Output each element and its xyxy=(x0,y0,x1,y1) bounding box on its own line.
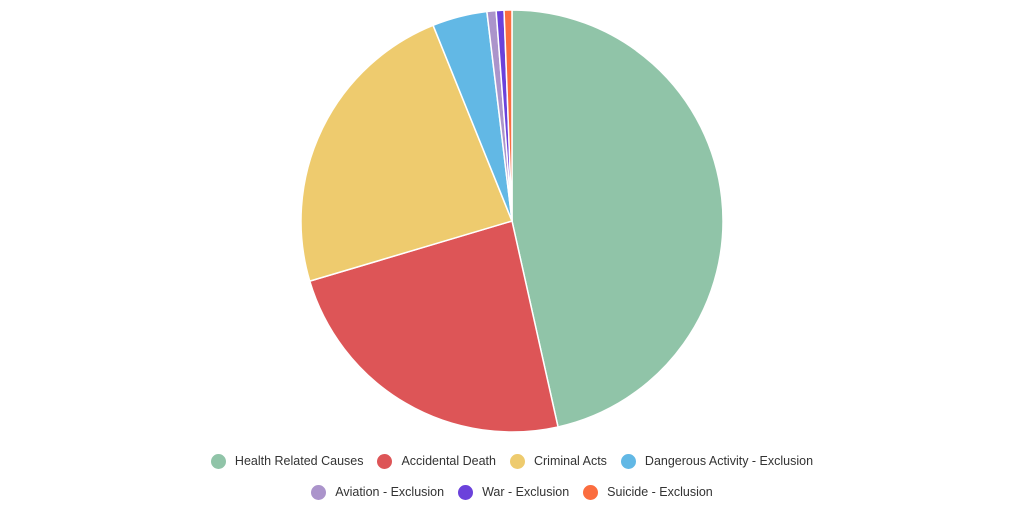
legend-item-dangerous-activity-exclusion[interactable]: Dangerous Activity - Exclusion xyxy=(620,451,814,471)
legend-label: Health Related Causes xyxy=(234,454,364,468)
legend-row-2: Aviation - Exclusion War - Exclusion Sui… xyxy=(0,482,1024,502)
pie-slice-accidental-death[interactable] xyxy=(309,220,559,433)
legend-item-aviation-exclusion[interactable]: Aviation - Exclusion xyxy=(311,482,444,502)
legend-swatch xyxy=(377,453,393,469)
legend-swatch xyxy=(583,484,599,500)
legend-swatch xyxy=(311,484,327,500)
legend-swatch xyxy=(458,484,474,500)
pie-slice-criminal-acts[interactable] xyxy=(300,24,513,282)
legend-item-accidental-death[interactable]: Accidental Death xyxy=(377,451,496,471)
legend-item-health-related-causes[interactable]: Health Related Causes xyxy=(210,451,364,471)
legend-item-war-exclusion[interactable]: War - Exclusion xyxy=(458,482,569,502)
legend-label: Aviation - Exclusion xyxy=(335,485,445,499)
legend-label: War - Exclusion xyxy=(482,485,570,499)
legend-item-suicide-exclusion[interactable]: Suicide - Exclusion xyxy=(583,482,713,502)
legend-swatch xyxy=(210,453,226,469)
pie-slice-health-related-causes[interactable] xyxy=(511,9,724,428)
legend-label: Dangerous Activity - Exclusion xyxy=(644,454,814,468)
legend-label: Suicide - Exclusion xyxy=(607,485,713,499)
legend-item-criminal-acts[interactable]: Criminal Acts xyxy=(509,451,607,471)
legend-swatch xyxy=(509,453,525,469)
legend-label: Criminal Acts xyxy=(533,454,607,468)
legend-swatch xyxy=(620,453,636,469)
pie-slice-suicide-exclusion[interactable] xyxy=(503,9,513,222)
legend-label: Accidental Death xyxy=(401,454,496,468)
pie-plot-area xyxy=(300,9,724,433)
legend-row-1: Health Related Causes Accidental Death C… xyxy=(0,451,1024,471)
